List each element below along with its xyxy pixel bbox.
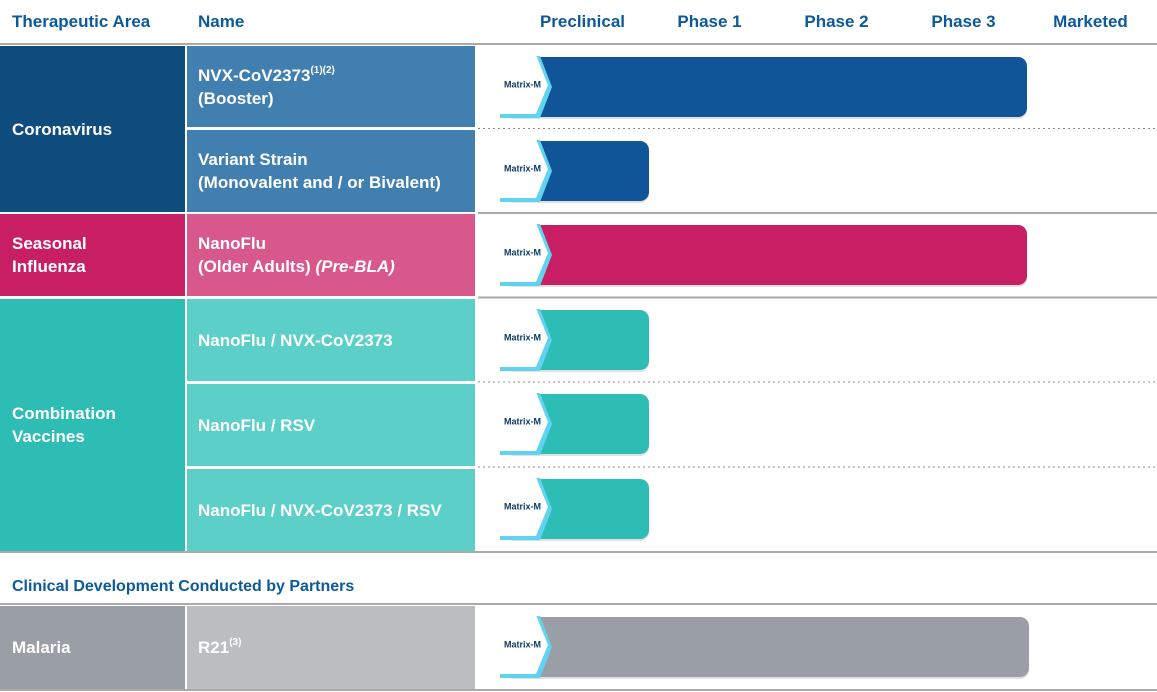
area-cell: Coronavirus xyxy=(0,46,185,212)
name-status: (Pre-BLA) xyxy=(315,257,395,276)
stage-bar xyxy=(502,57,1027,117)
name: Variant Strain xyxy=(198,150,308,169)
stage-header: Phase 3 xyxy=(931,12,996,31)
stage-header: Phase 1 xyxy=(677,12,742,31)
area-cell: Malaria xyxy=(0,606,185,689)
area-label: Malaria xyxy=(12,638,71,657)
area-label: Seasonal Influenza xyxy=(12,234,87,276)
name: R21 xyxy=(198,638,230,657)
name: NanoFlu xyxy=(198,234,266,253)
badge xyxy=(500,477,548,536)
area-label: Coronavirus xyxy=(12,119,113,139)
footnote: (3) xyxy=(229,637,242,648)
name-cell: NanoFlu / NVX-CoV2373 xyxy=(187,299,475,381)
badge xyxy=(500,55,548,114)
badge xyxy=(500,223,548,282)
stage-header: Preclinical xyxy=(539,12,626,31)
badge-text: Matrix-M xyxy=(504,79,541,89)
name-detail: (Booster) xyxy=(198,88,274,108)
badge-text: Matrix-M xyxy=(504,163,541,173)
badge xyxy=(500,392,548,451)
badge-text: Matrix-M xyxy=(504,332,541,342)
header-name: Name xyxy=(198,12,245,31)
badge xyxy=(500,139,548,198)
badge xyxy=(500,308,548,367)
name-cell: Variant Strain (Monovalent and / or Bival… xyxy=(187,130,475,212)
name-detail: (Older Adults) xyxy=(198,257,311,276)
stage-bar xyxy=(502,617,1029,677)
badge-text: Matrix-M xyxy=(504,247,541,257)
area-cell: Combination Vaccines xyxy=(0,299,185,551)
stage-bar xyxy=(502,225,1027,285)
footnote: (1)(2) xyxy=(310,64,335,76)
name: NanoFlu / RSV xyxy=(198,415,316,435)
name-text: R21(3) xyxy=(198,636,241,659)
name: NanoFlu / NVX-CoV2373 / RSV xyxy=(198,500,442,520)
area-label: Combination Vaccines xyxy=(12,404,116,446)
area-cell: Seasonal Influenza xyxy=(0,214,185,296)
name-text: NVX-CoV2373(1)(2) (Booster) xyxy=(198,64,335,110)
badge-text: Matrix-M xyxy=(504,416,541,426)
name-text: Variant Strain (Monovalent and / or Bival… xyxy=(198,148,441,194)
name-cell: R21(3) xyxy=(187,606,475,689)
name-cell: NanoFlu (Older Adults) (Pre-BLA) xyxy=(187,214,475,296)
name-cell: NanoFlu / NVX-CoV2373 / RSV xyxy=(187,469,475,551)
stage-header: Phase 2 xyxy=(804,12,869,31)
name-text: NanoFlu (Older Adults) (Pre-BLA) xyxy=(198,232,395,278)
header-area: Therapeutic Area xyxy=(12,12,151,31)
name: NVX-CoV2373 xyxy=(198,65,311,85)
stage-header: Marketed xyxy=(1053,12,1128,31)
badge xyxy=(500,615,548,674)
partners-title: Clinical Development Conducted by Partne… xyxy=(12,578,355,595)
name-detail: (Monovalent and / or Bivalent) xyxy=(198,173,441,192)
badge-text: Matrix-M xyxy=(504,501,541,511)
name-cell: NanoFlu / RSV xyxy=(187,384,475,466)
name: NanoFlu / NVX-CoV2373 xyxy=(198,330,393,350)
badge-text: Matrix-M xyxy=(504,639,541,649)
name-cell: NVX-CoV2373(1)(2) (Booster) xyxy=(187,46,475,127)
